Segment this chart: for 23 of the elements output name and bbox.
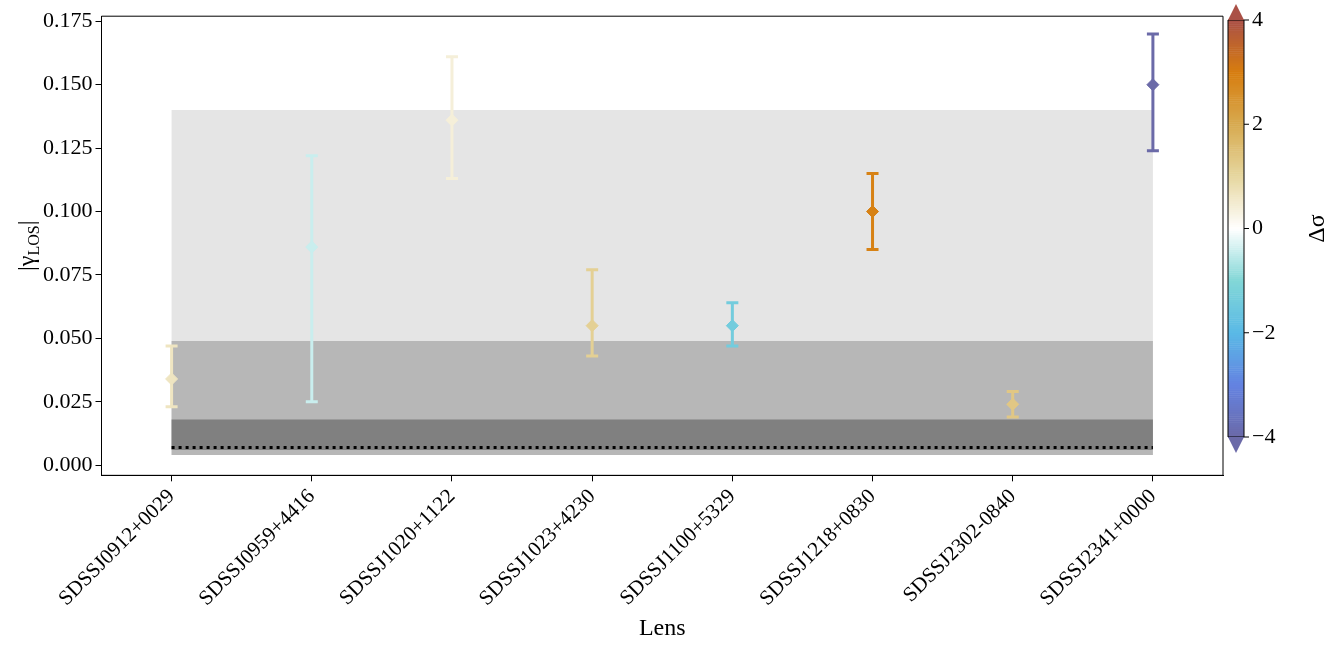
- color-bar-label: 0: [1252, 214, 1263, 240]
- y-tick-label: 0.075: [43, 260, 93, 286]
- point: [165, 372, 179, 386]
- color-bar-label: −2: [1252, 318, 1276, 344]
- y-tick-label: 0.050: [43, 324, 93, 350]
- color-bar-label: 4: [1252, 5, 1263, 31]
- point: [1006, 397, 1020, 411]
- point: [725, 319, 739, 333]
- point: [585, 319, 599, 333]
- color-bar-title: Δσ: [1303, 214, 1330, 243]
- y-tick-label: 0.125: [43, 133, 93, 159]
- point: [305, 240, 319, 254]
- y-tick-label: 0.025: [43, 387, 93, 413]
- y-tick-label: 0.000: [43, 450, 93, 476]
- y-tick-label: 0.150: [43, 70, 93, 96]
- y-tick-label: 0.175: [43, 7, 93, 33]
- y-axis-title: |γLOS|: [13, 220, 43, 271]
- color-bar-label: −4: [1252, 422, 1276, 448]
- x-axis-title: Lens: [638, 613, 686, 640]
- point: [866, 205, 880, 219]
- y-tick-label: 0.100: [43, 197, 93, 223]
- point: [1146, 78, 1160, 92]
- color-bar-label: 2: [1252, 110, 1263, 136]
